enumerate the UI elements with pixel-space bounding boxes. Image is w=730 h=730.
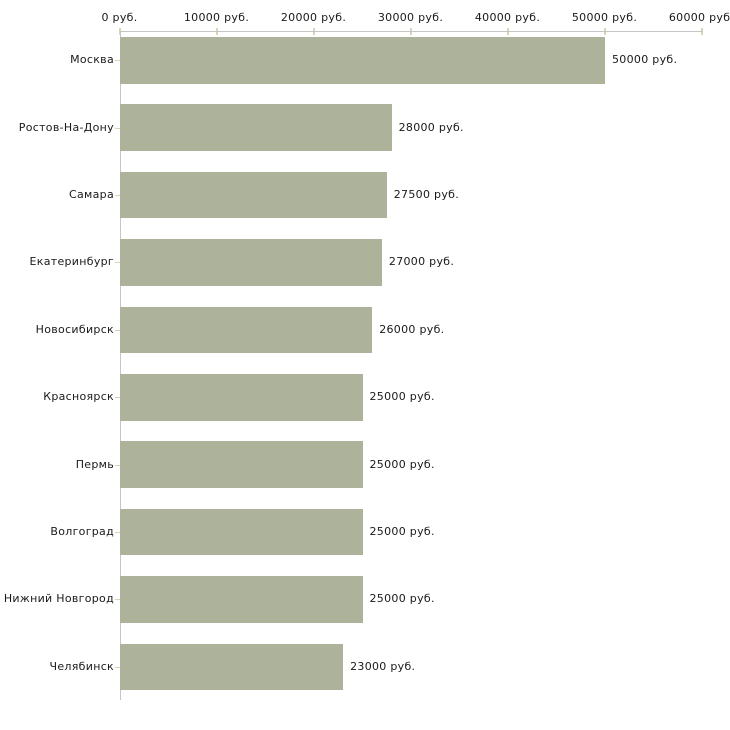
x-axis-tick-label: 40000 руб. xyxy=(474,11,541,24)
bar-value-label: 28000 руб. xyxy=(398,120,464,134)
category-label: Волгоград xyxy=(50,525,114,539)
x-axis-tick-label: 30000 руб. xyxy=(377,11,444,24)
bar-value-label: 50000 руб. xyxy=(612,53,678,67)
bar-value-label: 25000 руб. xyxy=(369,525,435,539)
category-label: Челябинск xyxy=(49,659,114,673)
bar xyxy=(120,239,382,286)
category-label: Екатеринбург xyxy=(29,255,114,269)
y-axis-tick-mark xyxy=(114,465,120,466)
category-label: Ростов-На-Дону xyxy=(18,120,114,134)
category-label: Самара xyxy=(69,188,114,202)
y-axis-tick-mark xyxy=(114,60,120,61)
y-axis-tick-mark xyxy=(114,262,120,263)
bar-value-label: 23000 руб. xyxy=(350,659,416,673)
bar xyxy=(120,37,605,84)
x-axis-tick-label: 20000 руб. xyxy=(280,11,347,24)
bar-value-label: 26000 руб. xyxy=(379,322,445,336)
x-axis-line xyxy=(119,31,703,32)
bar-value-label: 27000 руб. xyxy=(388,255,455,269)
x-axis-tick-label: 10000 руб. xyxy=(183,11,250,24)
y-axis-tick-mark xyxy=(114,532,120,533)
category-label: Красноярск xyxy=(43,390,114,404)
bar xyxy=(120,171,387,219)
bar xyxy=(120,374,363,421)
bar-value-label: 27500 руб. xyxy=(393,188,460,202)
x-axis-tick-label: 0 руб. xyxy=(101,11,138,24)
bar xyxy=(120,306,373,354)
x-axis-tick-label: 50000 руб. xyxy=(571,11,638,24)
y-axis-tick-mark xyxy=(114,397,120,398)
y-axis-tick-mark xyxy=(114,667,120,668)
bar-value-label: 25000 руб. xyxy=(369,390,435,404)
bar xyxy=(120,104,392,151)
bar xyxy=(120,508,363,556)
y-axis-line xyxy=(119,31,121,700)
category-label: Нижний Новгород xyxy=(3,592,114,606)
y-axis-tick-mark xyxy=(114,330,120,331)
y-axis-tick-mark xyxy=(114,128,120,129)
category-label: Новосибирск xyxy=(35,322,114,336)
bar-value-label: 25000 руб. xyxy=(369,457,435,471)
category-label: Москва xyxy=(70,53,114,67)
bar xyxy=(120,441,363,488)
category-label: Пермь xyxy=(75,457,114,471)
bar xyxy=(120,576,363,623)
bar xyxy=(120,643,344,691)
y-axis-tick-mark xyxy=(114,195,120,196)
y-axis-tick-mark xyxy=(114,599,120,600)
x-axis-tick-label: 60000 руб. xyxy=(668,11,730,24)
bar-value-label: 25000 руб. xyxy=(369,592,435,606)
